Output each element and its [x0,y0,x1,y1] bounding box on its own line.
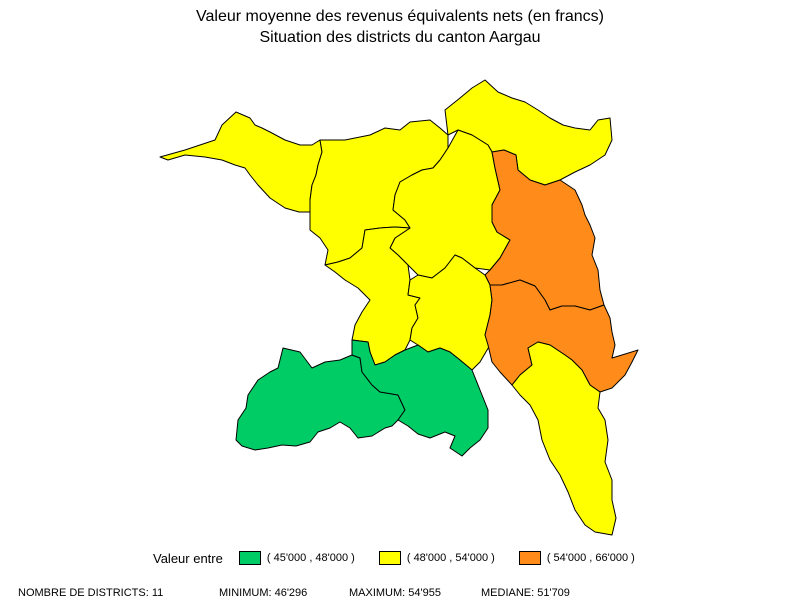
legend-label-mid: ( 48'000 , 54'000 ) [406,552,495,564]
legend-label-low: ( 45'000 , 48'000 ) [266,552,355,564]
stat-minimum: MINIMUM: 46'296 [219,587,308,599]
legend-swatch-low [238,551,261,565]
district-rheinfelden[interactable] [159,111,323,213]
stat-median: MEDIANE: 51'709 [481,587,570,599]
district-kulm[interactable] [351,339,489,457]
map-title: Valeur moyenne des revenus équivalents n… [0,6,800,48]
legend-swatch-high [518,551,541,565]
stat-district-count: NOMBRE DE DISTRICTS: 11 [18,587,164,599]
legend-label-high: ( 54'000 , 66'000 ) [546,552,635,564]
legend-title: Valeur entre [153,550,223,566]
legend-item-mid: ( 48'000 , 54'000 ) [378,551,495,565]
legend-item-low: ( 45'000 , 48'000 ) [238,551,355,565]
title-line-2: Situation des districts du canton Aargau [259,29,541,46]
title-line-1: Valeur moyenne des revenus équivalents n… [196,8,604,25]
legend-item-high: ( 54'000 , 66'000 ) [518,551,635,565]
stat-maximum: MAXIMUM: 54'955 [349,587,441,599]
legend: Valeur entre ( 45'000 , 48'000 ) ( 48'00… [153,549,659,567]
district-muri[interactable] [511,341,617,536]
legend-swatch-mid [378,551,401,565]
district-bremgarten[interactable] [484,279,639,393]
summary-statistics: NOMBRE DE DISTRICTS: 11 MINIMUM: 46'296 … [18,587,570,599]
